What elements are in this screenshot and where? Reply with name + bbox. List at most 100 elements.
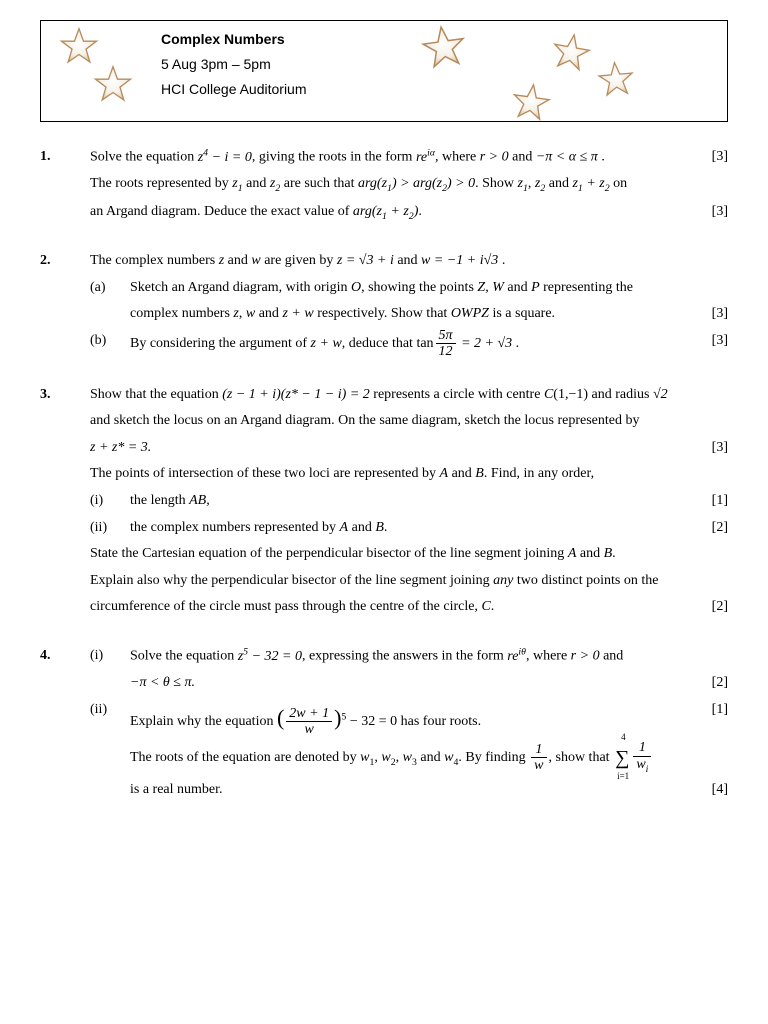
q1-t: , giving the roots in the form: [252, 150, 416, 165]
t: , showing the points: [361, 280, 477, 295]
q3-m3: [2]: [712, 594, 728, 621]
t: 1: [531, 742, 546, 758]
q2-t: and: [394, 253, 421, 268]
t: is a real number.: [130, 782, 223, 797]
q4i-text: Solve the equation z5 − 32 = 0, expressi…: [130, 643, 728, 697]
q2b-text: By considering the argument of z + w, de…: [130, 328, 728, 360]
t: State the Cartesian equation of the perp…: [90, 546, 568, 561]
t: , deduce that: [342, 336, 417, 351]
q2b-label: (b): [90, 328, 130, 360]
t: (1,−1) and radius: [553, 387, 653, 402]
q2a-marks: [3]: [712, 301, 728, 328]
q1-t: The roots represented by: [90, 176, 232, 191]
star-icon: [508, 80, 553, 125]
t: two distinct points on the: [513, 573, 658, 588]
q4ii-text: Explain why the equation (2w + 1w)5 − 32…: [130, 697, 728, 739]
q2-t: and: [224, 253, 251, 268]
q3ii-label: (ii): [90, 515, 130, 542]
question-3: 3. Show that the equation (z − 1 + i)(z*…: [40, 382, 728, 621]
t: tan: [416, 336, 433, 351]
star-icon: [595, 59, 636, 100]
q3-num: 3.: [40, 382, 90, 621]
t: and sketch the locus on an Argand diagra…: [90, 413, 639, 428]
t: , show that: [549, 750, 614, 765]
t: the length: [130, 493, 189, 508]
q1-marks2: [3]: [712, 199, 728, 226]
q3ii-text: the complex numbers represented by A and…: [130, 515, 728, 542]
star-icon: [548, 30, 594, 76]
t: − 32 = 0 has four roots.: [346, 714, 481, 729]
q1-t: an Argand diagram. Deduce the exact valu…: [90, 204, 353, 219]
header-time: 5 Aug 3pm – 5pm: [161, 52, 307, 77]
t: and: [600, 649, 624, 664]
q1-t: are such that: [280, 176, 358, 191]
t: and: [417, 750, 444, 765]
t: −π < θ ≤ π.: [130, 675, 195, 690]
t: respectively. Show that: [314, 306, 451, 321]
q1-t: , where: [435, 150, 480, 165]
t: . By finding: [458, 750, 529, 765]
q4-m3: [4]: [712, 777, 728, 804]
t: and: [576, 546, 603, 561]
q4ii-m: [1]: [712, 697, 728, 724]
t: Sketch an Argand diagram, with origin: [130, 280, 351, 295]
t: , expressing the answers in the form: [302, 649, 507, 664]
t: 2w + 1: [286, 706, 332, 722]
t: complex numbers: [130, 306, 233, 321]
q3ii-m: [2]: [712, 515, 728, 542]
q3i-text: the length AB,[1]: [130, 488, 728, 515]
q1-t: Solve the equation: [90, 150, 198, 165]
t: Solve the equation: [130, 649, 238, 664]
star-icon: [418, 22, 470, 74]
t: represents a circle with centre: [370, 387, 544, 402]
t: representing the: [540, 280, 633, 295]
t: w: [286, 722, 332, 737]
header-box: Complex Numbers 5 Aug 3pm – 5pm HCI Coll…: [40, 20, 728, 122]
q1-t: on: [610, 176, 628, 191]
q4i-m: [2]: [712, 670, 728, 697]
q1-num: 1.: [40, 144, 90, 226]
q2-t: are given by: [261, 253, 337, 268]
t: 12: [436, 344, 456, 359]
q2-num: 2.: [40, 248, 90, 360]
t: Explain why the equation: [130, 714, 277, 729]
t: circumference of the circle must pass th…: [90, 599, 481, 614]
q1-marks1: [3]: [712, 144, 728, 171]
q3i-m: [1]: [712, 488, 728, 515]
t: By considering the argument of: [130, 336, 311, 351]
t: and: [448, 466, 475, 481]
star-icon: [59, 27, 99, 67]
q4-l3: The roots of the equation are denoted by…: [130, 739, 728, 804]
question-4: 4. (i) Solve the equation z5 − 32 = 0, e…: [40, 643, 728, 803]
header-text: Complex Numbers 5 Aug 3pm – 5pm HCI Coll…: [161, 27, 307, 103]
t: The points of intersection of these two …: [90, 466, 440, 481]
q2-body: The complex numbers z and w are given by…: [90, 248, 728, 360]
question-1: 1. Solve the equation z4 − i = 0, giving…: [40, 144, 728, 226]
t: √2: [653, 387, 668, 402]
q3i-label: (i): [90, 488, 130, 515]
q3-body: Show that the equation (z − 1 + i)(z* − …: [90, 382, 728, 621]
t: w: [531, 758, 546, 773]
questions: 1. Solve the equation z4 − i = 0, giving…: [40, 144, 728, 803]
q2b-marks: [3]: [712, 328, 728, 355]
t: 4: [621, 729, 626, 746]
t: , where: [526, 649, 571, 664]
t: Explain also why the perpendicular bisec…: [90, 573, 493, 588]
t: . Find, in any order,: [484, 466, 594, 481]
q2a-label: (a): [90, 275, 130, 328]
t: i=1: [617, 768, 629, 785]
t: and: [348, 520, 375, 535]
t: the complex numbers represented by: [130, 520, 340, 535]
t: 5π: [436, 328, 456, 344]
t: Show that the equation: [90, 387, 222, 402]
star-icon: [93, 65, 133, 105]
q2-t: The complex numbers: [90, 253, 219, 268]
q2a-text: Sketch an Argand diagram, with origin O,…: [130, 275, 728, 328]
q4i-label: (i): [90, 643, 130, 697]
question-2: 2. The complex numbers z and w are given…: [40, 248, 728, 360]
t: 1: [633, 740, 651, 756]
t: The roots of the equation are denoted by: [130, 750, 360, 765]
t: = 2 + √3: [458, 336, 513, 351]
q3-m1: [3]: [712, 435, 728, 462]
header-venue: HCI College Auditorium: [161, 77, 307, 102]
